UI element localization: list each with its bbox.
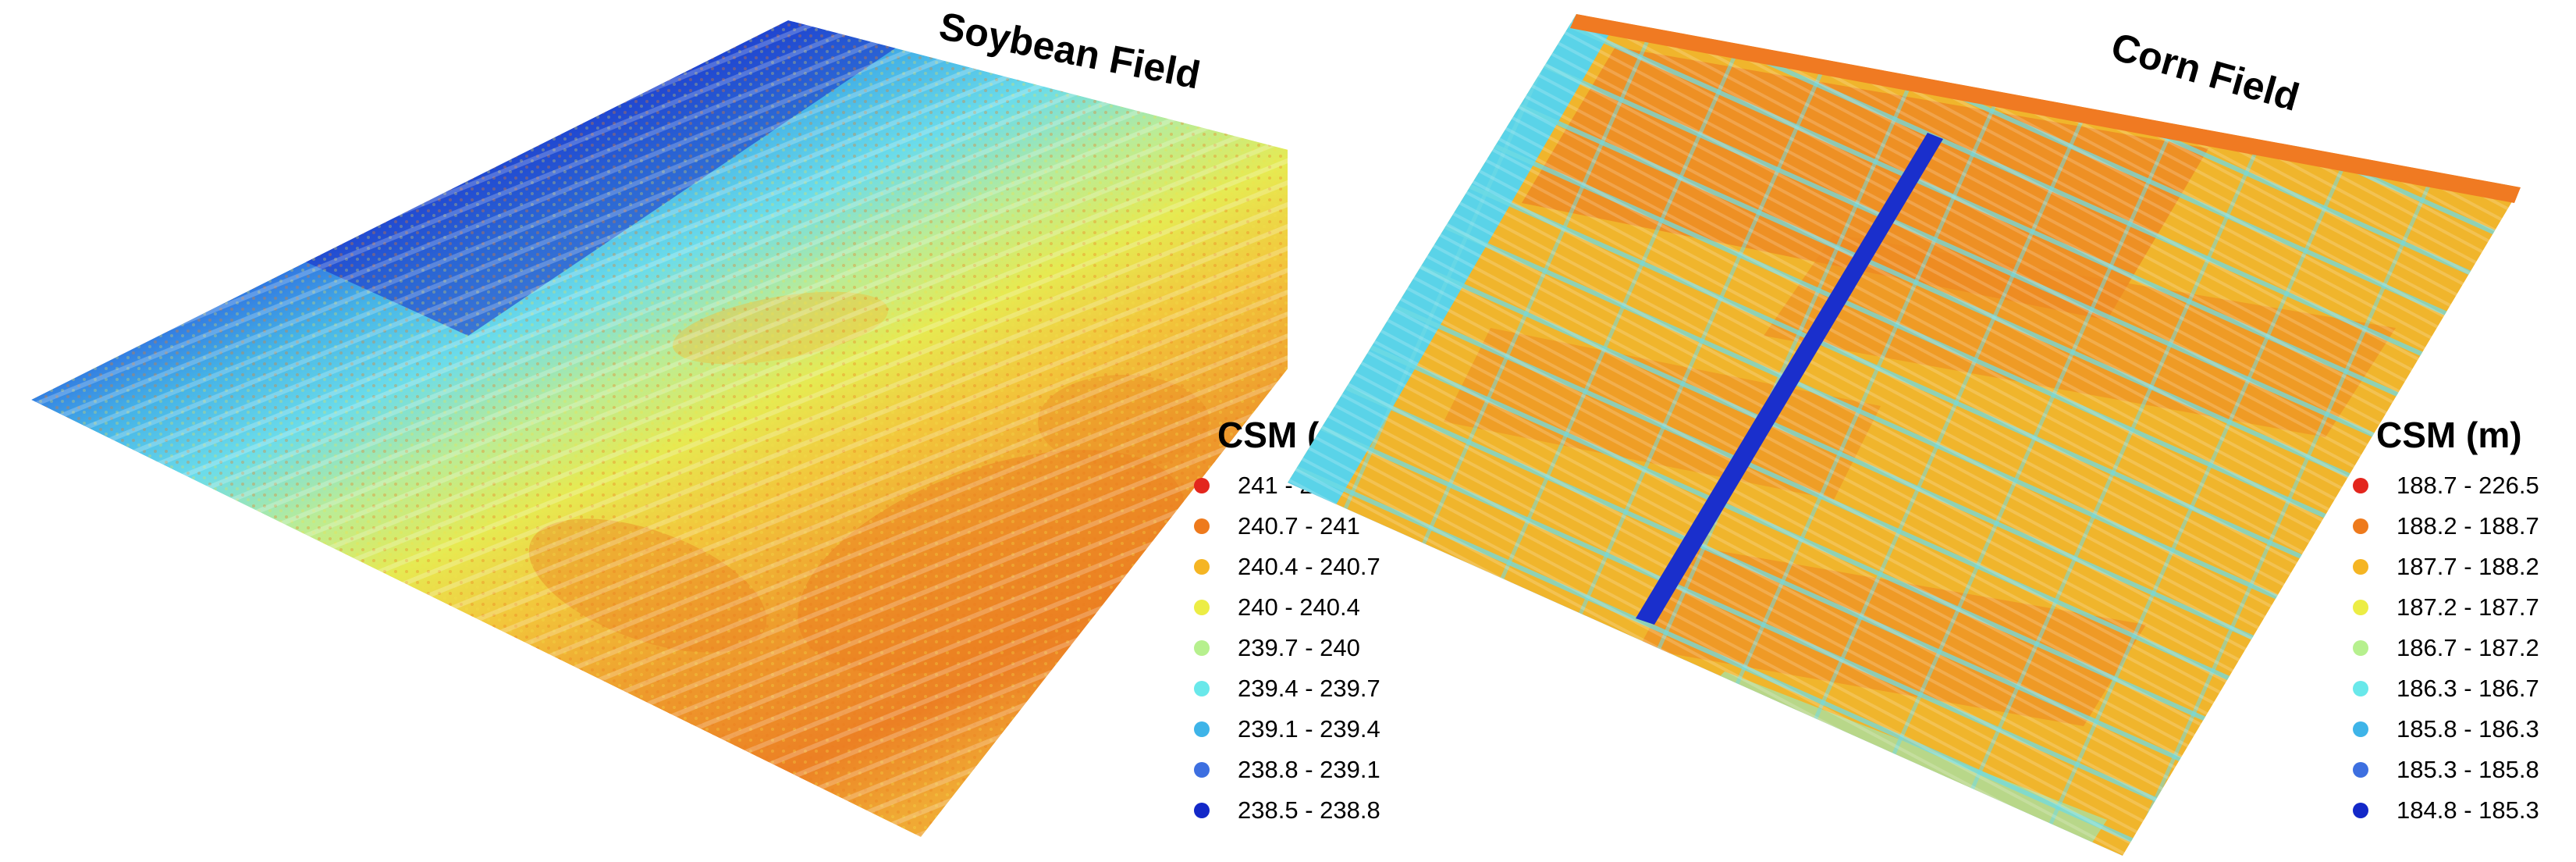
legend-swatch	[1194, 559, 1210, 575]
legend-swatch	[1194, 803, 1210, 818]
legend-label: 239.7 - 240	[1238, 634, 1360, 661]
corn-legend-item: 185.3 - 185.8	[2353, 750, 2576, 790]
legend-label: 188.2 - 188.7	[2397, 512, 2539, 540]
soybean-legend-item: 239.7 - 240	[1194, 628, 1428, 668]
legend-label: 238.5 - 238.8	[1238, 796, 1380, 824]
corn-legend-title: CSM (m)	[2376, 415, 2522, 455]
legend-swatch	[1194, 681, 1210, 696]
legend-label: 186.3 - 186.7	[2397, 675, 2539, 702]
soybean-legend-item: 240.7 - 241	[1194, 506, 1428, 547]
legend-label: 185.8 - 186.3	[2397, 715, 2539, 743]
legend-swatch	[1194, 762, 1210, 778]
legend-label: 187.7 - 188.2	[2397, 553, 2539, 580]
legend-swatch	[2353, 518, 2368, 534]
legend-swatch	[2353, 559, 2368, 575]
legend-swatch	[2353, 681, 2368, 696]
legend-swatch	[1194, 478, 1210, 493]
legend-swatch	[1194, 721, 1210, 737]
legend-label: 186.7 - 187.2	[2397, 634, 2539, 661]
legend-label: 240.7 - 241	[1238, 512, 1360, 540]
legend-label: 185.3 - 185.8	[2397, 756, 2539, 783]
soybean-panel: Soybean Field CSM (m) 241 - 295.7 240.7 …	[31, 4, 1380, 837]
corn-field-map	[1288, 14, 2521, 856]
legend-swatch	[1194, 518, 1210, 534]
soybean-legend-item: 238.5 - 238.8	[1194, 790, 1428, 831]
corn-legend-item: 185.8 - 186.3	[2353, 709, 2576, 750]
legend-label: 238.8 - 239.1	[1238, 756, 1380, 783]
legend-swatch	[1194, 600, 1210, 615]
corn-legend-item: 188.7 - 226.5	[2353, 465, 2576, 506]
corn-legend-item: 184.8 - 185.3	[2353, 790, 2576, 831]
legend-swatch	[2353, 762, 2368, 778]
legend-label: 240.4 - 240.7	[1238, 553, 1380, 580]
corn-legend: CSM (m) 188.7 - 226.5 188.2 - 188.7 187.…	[2353, 414, 2576, 831]
legend-label: 240 - 240.4	[1238, 593, 1360, 621]
corn-legend-item: 186.3 - 186.7	[2353, 668, 2576, 709]
corn-legend-item: 187.7 - 188.2	[2353, 547, 2576, 587]
legend-swatch	[1194, 640, 1210, 656]
soybean-legend-item: 240.4 - 240.7	[1194, 547, 1428, 587]
legend-swatch	[2353, 478, 2368, 493]
soybean-legend-item: 238.8 - 239.1	[1194, 750, 1428, 790]
legend-label: 187.2 - 187.7	[2397, 593, 2539, 621]
soybean-legend-item: 239.1 - 239.4	[1194, 709, 1428, 750]
corn-legend-item: 188.2 - 188.7	[2353, 506, 2576, 547]
soybean-legend-item: 240 - 240.4	[1194, 587, 1428, 628]
soybean-field-map	[31, 20, 1288, 837]
legend-label: 184.8 - 185.3	[2397, 796, 2539, 824]
corn-panel: Corn Field CSM (m) 188.7 - 226.5 188.2 -…	[1288, 0, 2576, 862]
legend-swatch	[2353, 640, 2368, 656]
legend-swatch	[2353, 803, 2368, 818]
legend-label: 239.4 - 239.7	[1238, 675, 1380, 702]
legend-label: 239.1 - 239.4	[1238, 715, 1380, 743]
corn-legend-item: 186.7 - 187.2	[2353, 628, 2576, 668]
legend-swatch	[2353, 721, 2368, 737]
corn-legend-item: 187.2 - 187.7	[2353, 587, 2576, 628]
legend-swatch	[2353, 600, 2368, 615]
soybean-legend-item: 239.4 - 239.7	[1194, 668, 1428, 709]
legend-label: 188.7 - 226.5	[2397, 472, 2539, 499]
